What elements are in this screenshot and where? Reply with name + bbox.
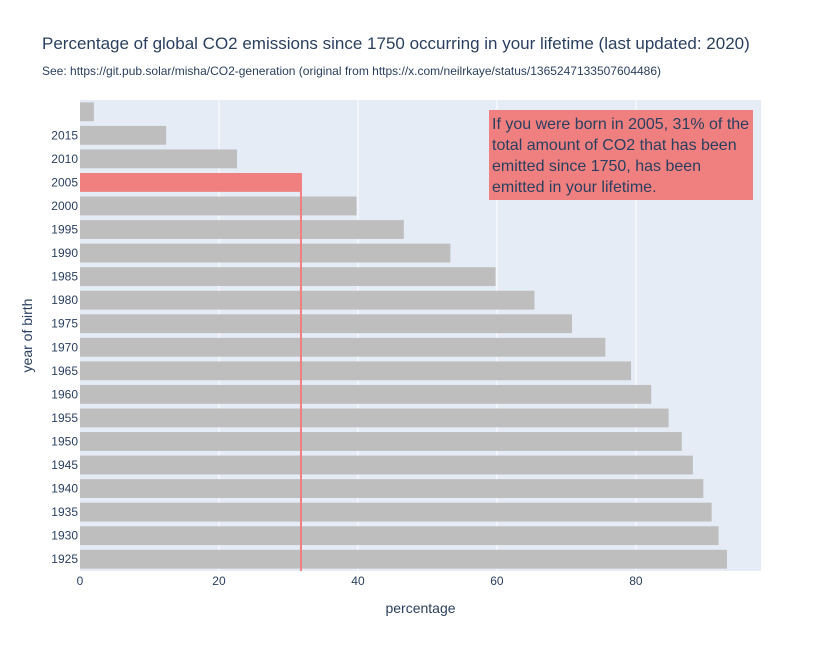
bar [80,361,632,381]
x-tick-label: 80 [629,574,643,588]
x-tick-label: 0 [77,574,84,588]
bar [80,526,719,546]
bar [80,102,94,122]
bar [80,384,652,404]
bar [80,243,451,263]
y-tick-label: 1965 [51,364,78,378]
y-tick-label: 1960 [51,387,78,401]
bar-highlight [80,173,301,192]
x-tick-label: 20 [212,574,226,588]
chart-title: Percentage of global CO2 emissions since… [42,34,750,53]
bar [80,408,669,428]
y-tick-label: 1970 [51,340,78,354]
y-tick-label: 1930 [51,529,78,543]
y-tick-label: 1990 [51,246,78,260]
y-tick-label: 1950 [51,434,78,448]
bar [80,125,167,145]
bar [80,432,682,451]
bar [80,220,404,239]
y-tick-label: 2015 [51,128,78,142]
y-tick-label: 1985 [51,270,78,284]
bar [80,290,535,310]
x-tick-label: 40 [351,574,365,588]
y-tick-label: 2000 [51,199,78,213]
bar [80,549,727,569]
bar [80,455,693,475]
bar [80,196,357,216]
annotation-box: If you were born in 2005, 31% of the tot… [489,110,753,200]
y-tick-label: 1945 [51,458,78,472]
y-tick-label: 1935 [51,505,78,519]
bar [80,479,704,498]
y-tick-label: 1980 [51,293,78,307]
y-tick-label: 1955 [51,411,78,425]
x-axis-title: percentage [385,600,455,616]
bar [80,502,712,522]
y-tick-label: 1940 [51,482,78,496]
x-tick-label: 60 [490,574,504,588]
bar [80,267,496,287]
y-tick-label: 2005 [51,175,78,189]
y-tick-label: 1925 [51,552,78,566]
chart-subtitle: See: https://git.pub.solar/misha/CO2-gen… [42,64,662,78]
bar [80,149,238,169]
bar [80,314,572,334]
y-tick-label: 1975 [51,317,78,331]
y-tick-label: 1995 [51,223,78,237]
y-axis-title: year of birth [19,299,35,373]
y-tick-label: 2010 [51,152,78,166]
bar [80,337,606,357]
